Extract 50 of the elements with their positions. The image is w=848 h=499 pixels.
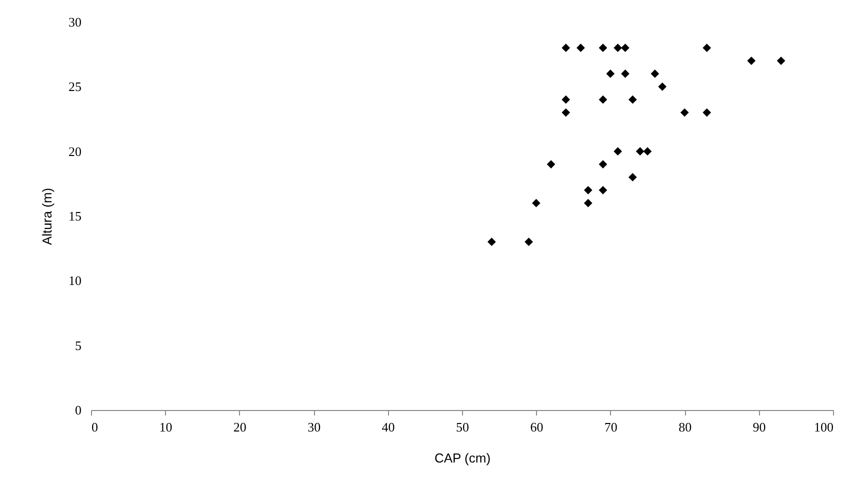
y-tick-label: 5 (75, 338, 82, 353)
point (680, 108, 689, 117)
point (621, 44, 630, 52)
y-tick-label: 15 (68, 208, 82, 224)
point (598, 95, 608, 104)
point (606, 70, 615, 78)
point (702, 108, 712, 117)
point (598, 44, 608, 52)
point (614, 44, 622, 52)
point (576, 44, 585, 52)
point (562, 95, 570, 104)
point (562, 44, 570, 52)
point (487, 238, 496, 246)
point (747, 56, 756, 65)
x-tick-label: 20 (233, 420, 246, 434)
point (532, 198, 540, 208)
x-tick-label: 10 (159, 420, 172, 434)
x-tick-label: 50 (456, 420, 469, 434)
point (562, 108, 570, 117)
point (643, 147, 652, 156)
point (584, 198, 592, 208)
x-tick-label: 80 (678, 420, 692, 434)
point (658, 82, 667, 91)
point (702, 44, 712, 52)
x-tick-label: 60 (530, 420, 544, 434)
point (636, 147, 644, 156)
y-tick-label: 30 (68, 14, 82, 30)
x-tick-label: 30 (308, 420, 321, 434)
x-axis-title: CAP (cm) (434, 450, 491, 466)
y-tick-label: 20 (68, 144, 82, 159)
point (776, 56, 786, 65)
point (650, 70, 660, 78)
point (598, 160, 608, 168)
point (628, 173, 637, 182)
y-tick-label: 0 (75, 402, 82, 418)
point (614, 147, 622, 156)
point (524, 238, 533, 246)
x-tick-label: 40 (382, 420, 395, 434)
point (621, 70, 630, 78)
x-tick-label: 70 (604, 420, 618, 434)
x-tick-label: 90 (752, 420, 766, 434)
y-axis-title: Altura (m) (40, 188, 54, 246)
point (546, 160, 556, 168)
x-tick-label: 100 (814, 420, 834, 434)
point (628, 95, 637, 104)
y-tick-label: 10 (68, 273, 82, 288)
y-tick-label: 25 (68, 79, 82, 94)
point (584, 186, 592, 194)
point (598, 186, 608, 194)
x-tick-label: 0 (92, 420, 98, 434)
